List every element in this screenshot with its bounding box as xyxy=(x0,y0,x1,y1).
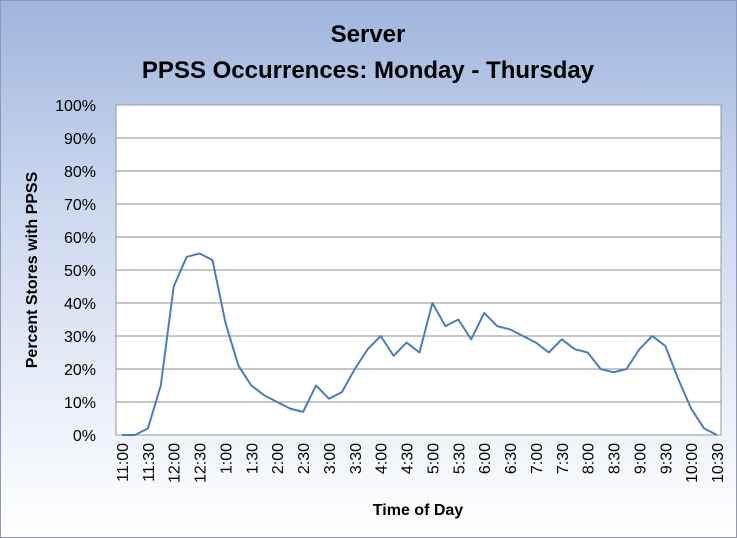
x-tick-label: 12:30 xyxy=(193,443,210,483)
x-tick-label: 2:30 xyxy=(296,443,313,474)
y-tick-label: 40% xyxy=(64,296,96,313)
x-tick-label: 1:30 xyxy=(244,443,261,474)
x-tick-label: 3:00 xyxy=(322,443,339,474)
x-tick-label: 9:00 xyxy=(632,443,649,474)
x-axis-ticks: 11:00 11:30 12:00 12:30 1:00 1:30 2:00 2:30 3:00… xyxy=(115,443,727,483)
y-tick-label: 100% xyxy=(55,98,96,115)
x-tick-label: 10:30 xyxy=(710,443,727,483)
y-axis-title: Percent Stores with PPSS xyxy=(24,171,41,368)
gridlines xyxy=(116,137,721,403)
x-tick-label: 12:00 xyxy=(167,443,184,483)
y-tick-label: 60% xyxy=(64,230,96,247)
y-tick-label: 50% xyxy=(64,263,96,280)
x-tick-label: 7:00 xyxy=(529,443,546,474)
y-tick-label: 70% xyxy=(64,197,96,214)
x-tick-label: 6:00 xyxy=(477,443,494,474)
y-tick-label: 90% xyxy=(64,131,96,148)
x-tick-label: 2:00 xyxy=(270,443,287,474)
x-tick-label: 8:30 xyxy=(607,443,624,474)
y-tick-label: 10% xyxy=(64,395,96,412)
x-tick-label: 5:00 xyxy=(425,443,442,474)
x-axis-title: Time of Day xyxy=(373,502,464,519)
x-tick-label: 1:00 xyxy=(218,443,235,474)
y-axis-ticks: 0% 10% 20% 30% 40% 50% 60% 70% 80% 90% 100% xyxy=(55,98,96,445)
x-tick-label: 10:00 xyxy=(684,443,701,483)
x-tick-label: 3:30 xyxy=(348,443,365,474)
y-tick-label: 80% xyxy=(64,164,96,181)
x-tick-label: 4:30 xyxy=(400,443,417,474)
y-tick-label: 30% xyxy=(64,329,96,346)
chart-title: Server xyxy=(331,21,406,48)
series-line xyxy=(122,252,718,436)
x-tick-label: 5:30 xyxy=(451,443,468,474)
x-tick-label: 8:00 xyxy=(581,443,598,474)
chart-subtitle: PPSS Occurrences: Monday - Thursday xyxy=(142,57,595,84)
x-tick-label: 7:30 xyxy=(555,443,572,474)
x-tick-label: 4:00 xyxy=(374,443,391,474)
y-tick-label: 20% xyxy=(64,362,96,379)
x-tick-label: 11:30 xyxy=(141,443,158,482)
x-tick-label: 11:00 xyxy=(115,443,132,482)
y-tick-label: 0% xyxy=(73,428,96,445)
x-tick-label: 6:30 xyxy=(503,443,520,474)
x-tick-label: 9:30 xyxy=(658,443,675,474)
